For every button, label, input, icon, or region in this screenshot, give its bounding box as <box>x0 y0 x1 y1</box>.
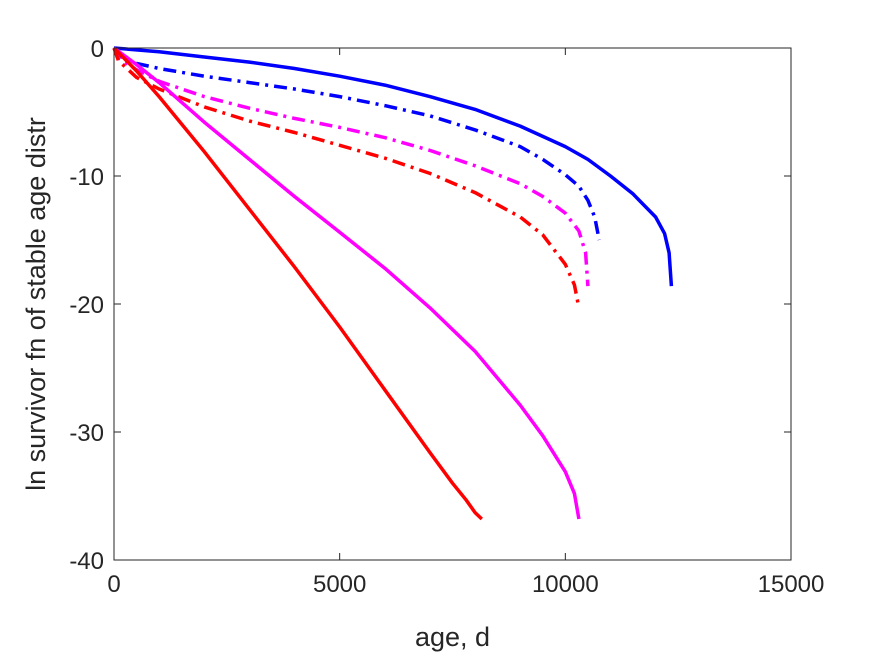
x-tick-label: 5000 <box>313 571 366 598</box>
x-tick-label: 10000 <box>532 571 599 598</box>
series-line-2 <box>112 47 601 241</box>
plot-area <box>114 48 791 560</box>
y-tick-label: -30 <box>69 420 104 447</box>
y-axis-label: ln survivor fn of stable age distr <box>21 117 51 491</box>
tick-layer: 0 5000 10000 15000 0 -10 -20 -30 -40 <box>69 36 824 598</box>
series-line-5 <box>112 46 581 520</box>
y-tick-label: -20 <box>69 292 104 319</box>
x-axis-label: age, d <box>415 622 490 652</box>
series-line-1 <box>113 46 674 287</box>
series-line-6 <box>112 46 484 521</box>
y-tick-label: 0 <box>91 36 104 63</box>
x-tick-label: 0 <box>107 571 120 598</box>
x-tick-label: 15000 <box>758 571 825 598</box>
series-layer <box>112 46 674 521</box>
y-tick-label: -10 <box>69 164 104 191</box>
y-tick-label: -40 <box>69 548 104 575</box>
series-line-4 <box>112 47 581 309</box>
